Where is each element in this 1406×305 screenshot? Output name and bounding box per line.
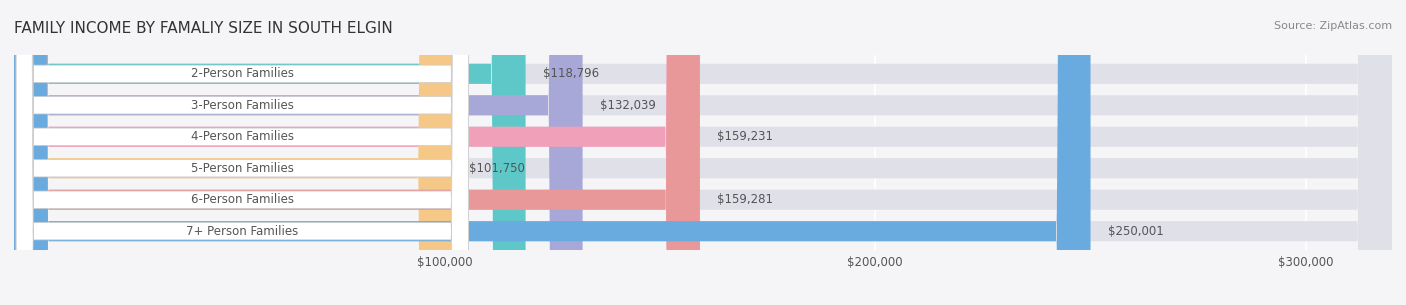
Text: $132,039: $132,039 [600, 99, 655, 112]
Text: $250,001: $250,001 [1108, 225, 1164, 238]
Text: 7+ Person Families: 7+ Person Families [186, 225, 298, 238]
FancyBboxPatch shape [14, 0, 700, 305]
FancyBboxPatch shape [14, 0, 1392, 305]
Text: $159,281: $159,281 [717, 193, 773, 206]
Text: 3-Person Families: 3-Person Families [191, 99, 294, 112]
FancyBboxPatch shape [14, 0, 1392, 305]
FancyBboxPatch shape [17, 0, 468, 305]
FancyBboxPatch shape [14, 0, 582, 305]
Text: 5-Person Families: 5-Person Families [191, 162, 294, 175]
Text: $118,796: $118,796 [543, 67, 599, 80]
Text: FAMILY INCOME BY FAMALIY SIZE IN SOUTH ELGIN: FAMILY INCOME BY FAMALIY SIZE IN SOUTH E… [14, 21, 392, 36]
Text: Source: ZipAtlas.com: Source: ZipAtlas.com [1274, 21, 1392, 31]
Text: $159,231: $159,231 [717, 130, 773, 143]
FancyBboxPatch shape [14, 0, 526, 305]
FancyBboxPatch shape [17, 0, 468, 305]
FancyBboxPatch shape [17, 0, 468, 305]
FancyBboxPatch shape [14, 0, 1392, 305]
FancyBboxPatch shape [14, 0, 1091, 305]
FancyBboxPatch shape [17, 0, 468, 305]
FancyBboxPatch shape [17, 0, 468, 305]
FancyBboxPatch shape [14, 0, 1392, 305]
FancyBboxPatch shape [14, 0, 700, 305]
FancyBboxPatch shape [14, 0, 1392, 305]
Text: $101,750: $101,750 [470, 162, 526, 175]
FancyBboxPatch shape [14, 0, 453, 305]
Text: 4-Person Families: 4-Person Families [191, 130, 294, 143]
Text: 2-Person Families: 2-Person Families [191, 67, 294, 80]
Text: 6-Person Families: 6-Person Families [191, 193, 294, 206]
FancyBboxPatch shape [14, 0, 1392, 305]
FancyBboxPatch shape [17, 0, 468, 305]
